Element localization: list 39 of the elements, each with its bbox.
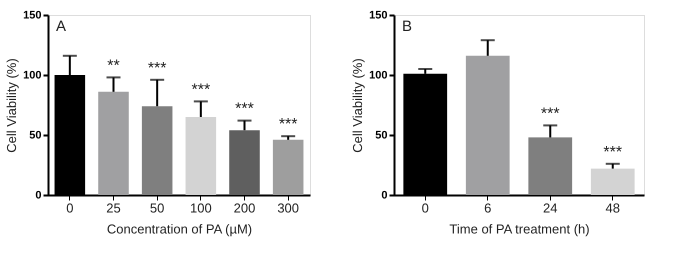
annotation: *** — [603, 144, 622, 161]
bar — [98, 92, 129, 195]
x-tick-label: 50 — [150, 200, 164, 216]
x-axis-title: Concentration of PA (µM) — [106, 222, 252, 236]
annotation: *** — [540, 105, 560, 122]
bar — [142, 106, 172, 195]
x-tick-label: 0 — [422, 200, 429, 216]
y-axis-title: Cell Viability (%) — [350, 58, 366, 153]
x-tick-label: 6 — [484, 200, 492, 216]
annotation: *** — [278, 116, 298, 134]
annotation: *** — [235, 100, 254, 118]
y-tick-label: 100 — [23, 70, 42, 82]
annotation: B — [402, 18, 412, 35]
y-tick-label: 50 — [29, 130, 42, 142]
annotation: *** — [148, 60, 167, 77]
annotation: *** — [191, 81, 210, 98]
bar — [466, 56, 510, 195]
x-tick-label: 300 — [277, 200, 300, 216]
bar — [186, 117, 216, 195]
x-tick-label: 48 — [606, 200, 620, 216]
annotation: ** — [107, 57, 120, 74]
bar — [272, 140, 304, 195]
x-tick-label: 25 — [106, 200, 121, 216]
y-tick-label: 150 — [369, 10, 388, 22]
x-tick-label: 24 — [543, 200, 558, 216]
y-axis-title: Cell Viability (%) — [4, 58, 20, 153]
x-tick-label: 0 — [66, 200, 74, 216]
bar — [590, 168, 635, 195]
x-axis-title: Time of PA treatment (h) — [449, 222, 590, 236]
x-tick-label: 100 — [190, 200, 212, 216]
y-tick-label: 100 — [369, 70, 388, 82]
bar — [229, 130, 260, 195]
bar — [528, 137, 572, 195]
y-tick-label: 0 — [35, 190, 42, 202]
x-tick-label: 200 — [234, 200, 256, 216]
y-tick-label: 0 — [381, 190, 388, 202]
annotation: A — [56, 18, 66, 35]
y-tick-label: 150 — [23, 10, 42, 22]
y-tick-label: 50 — [375, 130, 388, 142]
